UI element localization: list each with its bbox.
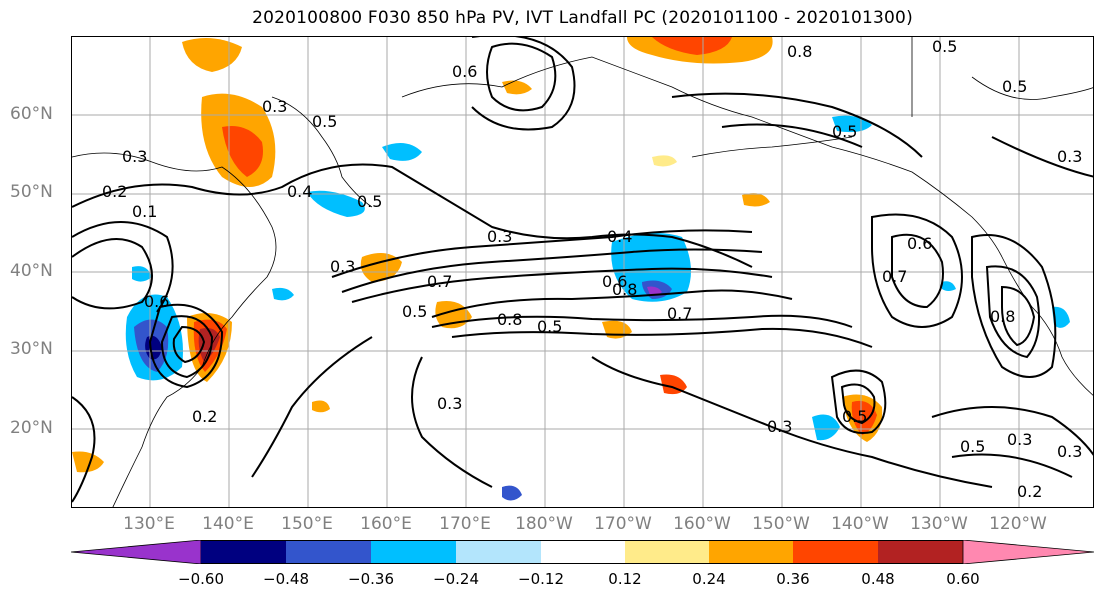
contour-label: 0.7 (667, 304, 692, 323)
colorbar-bin (541, 540, 625, 564)
colorbar-bin (878, 540, 963, 564)
lat-label-30n: 30°N (10, 339, 53, 359)
colorbar-high-extend (962, 540, 1094, 564)
colorbar (71, 540, 1094, 564)
contour-label: 0.2 (102, 182, 127, 201)
colorbar-tick-label: −0.24 (433, 570, 479, 588)
colorbar-bin (371, 540, 456, 564)
lon-label: 150°E (281, 514, 333, 534)
lat-label-20n: 20°N (10, 418, 53, 438)
contour-label: 0.5 (832, 122, 857, 141)
contour-label: 0.7 (882, 267, 907, 286)
colorbar-tick-label: 0.36 (776, 570, 810, 588)
contour-label: 0.6 (144, 292, 169, 311)
colorbar-tick-label: 0.24 (692, 570, 726, 588)
coastlines (72, 37, 1093, 507)
colorbar-bin (201, 540, 286, 564)
graticule (72, 37, 1093, 507)
contour-label: 0.3 (262, 97, 287, 116)
lon-label: 180°W (515, 514, 573, 534)
colorbar-low-extend (71, 540, 202, 564)
contour-label: 0.5 (960, 437, 985, 456)
lon-label: 130°W (910, 514, 968, 534)
colorbar-tick-label: −0.12 (518, 570, 564, 588)
lon-label: 140°W (831, 514, 889, 534)
contour-label: 0.8 (787, 42, 812, 61)
contour-label: 0.4 (607, 227, 632, 246)
colorbar-bin (793, 540, 878, 564)
lon-label: 160°W (673, 514, 731, 534)
colorbar-tick-label: 0.60 (946, 570, 980, 588)
plot-title: 2020100800 F030 850 hPa PV, IVT Landfall… (252, 8, 913, 28)
contour-label: 0.6 (602, 272, 627, 291)
contour-label: 0.8 (990, 307, 1015, 326)
contour-label: 0.5 (402, 302, 427, 321)
contour-label: 0.5 (357, 192, 382, 211)
ivt-contours (72, 37, 1093, 503)
lat-label-40n: 40°N (10, 261, 53, 281)
colorbar-bin (625, 540, 709, 564)
contour-label: 0.1 (132, 202, 157, 221)
lon-label: 170°E (439, 514, 491, 534)
contour-label: 0.8 (497, 310, 522, 329)
contour-label: 0.3 (1057, 442, 1082, 461)
lon-label: 130°E (123, 514, 175, 534)
contour-label: 0.5 (932, 37, 957, 56)
lon-label: 120°W (989, 514, 1047, 534)
lat-label-60n: 60°N (10, 104, 53, 124)
contour-label: 0.7 (427, 272, 452, 291)
lon-label: 140°E (202, 514, 254, 534)
map-canvas: 0.3 0.5 0.4 0.5 0.6 0.8 0.5 0.5 0.3 0.2 … (72, 37, 1093, 507)
colorbar-tick-label: −0.48 (263, 570, 309, 588)
contour-label: 0.5 (537, 317, 562, 336)
lon-label: 170°W (594, 514, 652, 534)
contour-label: 0.3 (1007, 430, 1032, 449)
lon-label: 160°E (360, 514, 412, 534)
contour-label: 0.6 (452, 62, 477, 81)
contour-label: 0.5 (1002, 77, 1027, 96)
lat-label-50n: 50°N (10, 182, 53, 202)
colorbar-bin (286, 540, 371, 564)
contour-label: 0.4 (287, 182, 312, 201)
contour-label: 0.5 (312, 112, 337, 131)
contour-label: 0.8 (612, 280, 637, 299)
contour-label: 0.5 (842, 407, 867, 426)
contour-label: 0.3 (437, 394, 462, 413)
contour-label-group: 0.3 0.5 0.4 0.5 0.6 0.8 0.5 0.5 0.3 0.2 … (102, 37, 1082, 501)
colorbar-tick-label: 0.48 (861, 570, 895, 588)
contour-label: 0.2 (192, 407, 217, 426)
contour-label: 0.3 (1057, 147, 1082, 166)
contour-label: 0.3 (122, 147, 147, 166)
colorbar-bin (709, 540, 793, 564)
contour-label: 0.2 (1017, 482, 1042, 501)
colorbar-tick-label: −0.60 (178, 570, 224, 588)
contour-label: 0.6 (907, 234, 932, 253)
contour-label: 0.3 (487, 227, 512, 246)
lon-label: 150°W (752, 514, 810, 534)
map-panel: 0.3 0.5 0.4 0.5 0.6 0.8 0.5 0.5 0.3 0.2 … (71, 36, 1094, 508)
colorbar-tick-label: 0.12 (608, 570, 642, 588)
colorbar-tick-label: −0.36 (348, 570, 394, 588)
contour-label: 0.3 (767, 417, 792, 436)
colorbar-bin (456, 540, 541, 564)
contour-label: 0.3 (330, 257, 355, 276)
